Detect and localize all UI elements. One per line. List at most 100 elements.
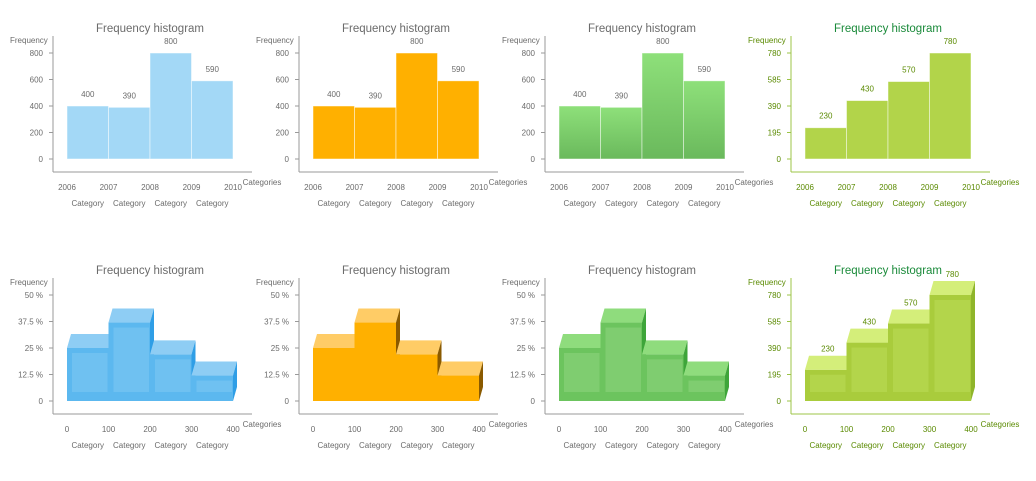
y-tick-label: 780 xyxy=(768,49,782,58)
x-tick-label: 400 xyxy=(718,425,732,434)
y-tick-label: 50 % xyxy=(517,291,535,300)
chart-title: Frequency histogram xyxy=(96,265,204,277)
data-label: 430 xyxy=(861,85,875,94)
y-tick-label: 200 xyxy=(276,129,290,138)
y-tick-label: 400 xyxy=(276,102,290,111)
y-tick-label: 200 xyxy=(522,129,536,138)
category-label: Category xyxy=(318,199,350,208)
category-label: Category xyxy=(688,199,720,208)
chart-title: Frequency histogram xyxy=(342,265,450,277)
y-tick-label: 195 xyxy=(768,129,782,138)
x-axis-label: Categories xyxy=(735,420,774,429)
category-label: Category xyxy=(934,199,966,208)
y-tick-label: 800 xyxy=(522,49,536,58)
data-label: 230 xyxy=(819,112,833,121)
chart-title: Frequency histogram xyxy=(834,265,942,277)
chart-title: Frequency histogram xyxy=(96,23,204,35)
bar xyxy=(312,105,355,160)
y-axis-label: Frequency xyxy=(748,278,786,287)
y-tick-label: 25 % xyxy=(517,344,535,353)
x-tick-label: 2010 xyxy=(716,183,734,192)
x-tick-label: 400 xyxy=(964,425,978,434)
bar xyxy=(929,52,972,160)
bar xyxy=(354,106,397,160)
x-tick-label: 200 xyxy=(635,425,649,434)
y-tick-label: 50 % xyxy=(25,291,43,300)
y-tick-label: 400 xyxy=(522,102,536,111)
bar xyxy=(558,105,601,160)
category-label: Category xyxy=(196,199,228,208)
data-label: 800 xyxy=(656,37,670,46)
bar-front-highlight xyxy=(401,359,437,392)
y-axis-label: Frequency xyxy=(256,36,294,45)
bar-front-highlight xyxy=(359,327,395,392)
y-tick-label: 37.5 % xyxy=(510,318,535,327)
x-axis-label: Categories xyxy=(243,420,282,429)
bar-side-face xyxy=(725,361,729,401)
category-label: Category xyxy=(893,199,925,208)
bar-front-highlight xyxy=(605,327,641,392)
bar-front-highlight xyxy=(318,353,354,392)
y-tick-label: 800 xyxy=(30,49,44,58)
bar-front-highlight xyxy=(196,380,232,392)
x-tick-label: 2008 xyxy=(633,183,651,192)
category-label: Category xyxy=(401,441,433,450)
category-label: Category xyxy=(318,441,350,450)
x-tick-label: 300 xyxy=(923,425,937,434)
bar-front-highlight xyxy=(113,327,149,392)
bar-front-highlight xyxy=(851,347,887,392)
category-label: Category xyxy=(810,199,842,208)
y-tick-label: 585 xyxy=(768,76,782,85)
data-label: 400 xyxy=(573,90,587,99)
bar-side-face xyxy=(971,281,975,401)
y-tick-label: 200 xyxy=(30,129,44,138)
y-axis-label: Frequency xyxy=(748,36,786,45)
x-tick-label: 2008 xyxy=(879,183,897,192)
category-label: Category xyxy=(113,441,145,450)
x-tick-label: 100 xyxy=(348,425,362,434)
y-tick-label: 390 xyxy=(768,344,782,353)
y-tick-label: 600 xyxy=(522,76,536,85)
y-tick-label: 50 % xyxy=(271,291,289,300)
x-tick-label: 200 xyxy=(389,425,403,434)
chart-panel-3: Frequency histogram Frequency 0 200 400 600 80… xyxy=(502,23,773,208)
data-label: 400 xyxy=(327,90,341,99)
data-label: 800 xyxy=(410,37,424,46)
bar xyxy=(887,81,930,160)
bar-front-highlight xyxy=(893,328,929,392)
bar xyxy=(683,80,726,160)
x-tick-label: 100 xyxy=(102,425,116,434)
x-tick-label: 0 xyxy=(311,425,316,434)
y-tick-label: 0 xyxy=(777,155,782,164)
data-label: 430 xyxy=(863,318,877,327)
data-label: 390 xyxy=(615,91,629,100)
bar-front-highlight xyxy=(647,359,683,392)
x-tick-label: 2006 xyxy=(58,183,76,192)
chart-title: Frequency histogram xyxy=(342,23,450,35)
data-label: 390 xyxy=(123,91,137,100)
bar-top-face xyxy=(929,281,975,295)
category-label: Category xyxy=(72,441,104,450)
y-tick-label: 12.5 % xyxy=(18,371,43,380)
y-tick-label: 37.5 % xyxy=(18,318,43,327)
x-tick-label: 0 xyxy=(557,425,562,434)
y-tick-label: 25 % xyxy=(271,344,289,353)
bar-top-face xyxy=(313,334,359,348)
y-tick-label: 780 xyxy=(768,291,782,300)
x-tick-label: 2006 xyxy=(796,183,814,192)
y-tick-label: 25 % xyxy=(25,344,43,353)
y-tick-label: 37.5 % xyxy=(264,318,289,327)
bar xyxy=(600,106,643,160)
x-tick-label: 400 xyxy=(226,425,240,434)
x-tick-label: 2009 xyxy=(183,183,201,192)
x-tick-label: 2007 xyxy=(346,183,364,192)
category-label: Category xyxy=(934,441,966,450)
category-label: Category xyxy=(564,441,596,450)
bar-front-highlight xyxy=(564,353,600,392)
category-label: Category xyxy=(893,441,925,450)
x-tick-label: 2007 xyxy=(838,183,856,192)
category-label: Category xyxy=(851,199,883,208)
data-label: 400 xyxy=(81,90,95,99)
chart-title: Frequency histogram xyxy=(834,23,942,35)
y-tick-label: 0 xyxy=(531,155,536,164)
